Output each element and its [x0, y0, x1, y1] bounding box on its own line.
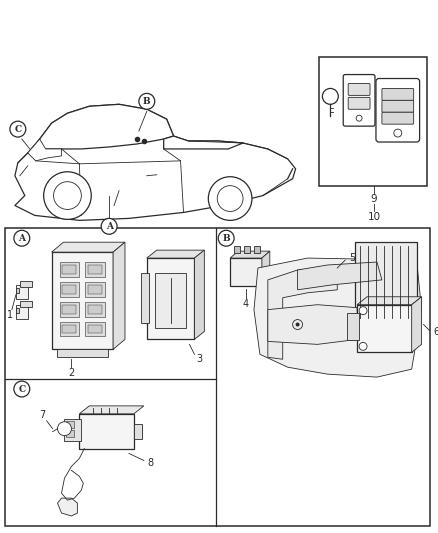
- Polygon shape: [357, 297, 422, 305]
- Bar: [134, 424, 142, 439]
- Circle shape: [101, 219, 117, 235]
- Polygon shape: [268, 305, 357, 344]
- FancyBboxPatch shape: [382, 100, 413, 112]
- Bar: [347, 313, 359, 341]
- Bar: [88, 265, 102, 274]
- Bar: [85, 282, 105, 297]
- Text: 5: 5: [349, 253, 355, 263]
- Circle shape: [208, 177, 252, 220]
- Bar: [85, 321, 105, 336]
- Bar: [88, 305, 102, 313]
- Polygon shape: [262, 251, 270, 286]
- Polygon shape: [412, 297, 422, 352]
- Bar: [60, 282, 79, 297]
- FancyBboxPatch shape: [348, 84, 370, 95]
- Bar: [141, 273, 149, 322]
- Text: 6: 6: [434, 327, 438, 337]
- Polygon shape: [230, 251, 270, 258]
- Circle shape: [57, 422, 71, 435]
- Bar: [20, 281, 32, 287]
- Polygon shape: [32, 104, 173, 149]
- Bar: [319, 56, 427, 185]
- Bar: [60, 302, 79, 317]
- Bar: [355, 242, 417, 321]
- Bar: [88, 325, 102, 334]
- Bar: [147, 258, 194, 340]
- Text: 3: 3: [196, 354, 202, 364]
- Bar: [63, 285, 76, 294]
- Text: A: A: [106, 222, 113, 231]
- Bar: [254, 246, 260, 253]
- Circle shape: [14, 381, 30, 397]
- Circle shape: [359, 306, 367, 314]
- Polygon shape: [57, 498, 78, 516]
- Bar: [60, 321, 79, 336]
- Circle shape: [218, 230, 234, 246]
- Text: 1: 1: [7, 310, 13, 320]
- Circle shape: [296, 322, 300, 327]
- Bar: [85, 262, 105, 277]
- Text: B: B: [223, 234, 230, 243]
- Bar: [155, 273, 187, 327]
- Bar: [16, 285, 28, 298]
- Bar: [16, 305, 28, 319]
- Bar: [60, 262, 79, 277]
- Bar: [20, 301, 32, 306]
- Circle shape: [53, 182, 81, 209]
- Polygon shape: [79, 406, 144, 414]
- Bar: [63, 305, 76, 313]
- Circle shape: [44, 172, 91, 220]
- Bar: [85, 302, 105, 317]
- Text: 4: 4: [243, 298, 249, 309]
- Circle shape: [359, 342, 367, 350]
- Bar: [79, 414, 134, 449]
- Bar: [52, 252, 113, 349]
- Bar: [5, 228, 430, 526]
- Bar: [230, 258, 262, 286]
- Text: 10: 10: [367, 212, 381, 222]
- Bar: [357, 305, 412, 352]
- Bar: [57, 349, 108, 357]
- Bar: [63, 325, 76, 334]
- Polygon shape: [28, 139, 61, 161]
- Polygon shape: [147, 250, 205, 258]
- Bar: [88, 285, 102, 294]
- Text: 9: 9: [371, 193, 377, 204]
- Text: A: A: [18, 234, 25, 243]
- Text: 7: 7: [39, 410, 46, 420]
- Bar: [67, 421, 74, 427]
- Polygon shape: [268, 268, 337, 359]
- Text: C: C: [14, 125, 21, 134]
- Bar: [63, 265, 76, 274]
- FancyBboxPatch shape: [343, 75, 375, 126]
- Bar: [16, 288, 19, 293]
- Polygon shape: [164, 136, 243, 149]
- FancyBboxPatch shape: [348, 98, 370, 109]
- Polygon shape: [297, 262, 382, 290]
- Circle shape: [217, 185, 243, 212]
- FancyBboxPatch shape: [382, 112, 413, 124]
- Bar: [67, 430, 74, 437]
- Circle shape: [10, 121, 26, 137]
- Bar: [16, 308, 19, 313]
- Bar: [234, 246, 240, 253]
- Polygon shape: [52, 242, 125, 252]
- Circle shape: [139, 93, 155, 109]
- Text: 8: 8: [148, 458, 154, 469]
- Polygon shape: [254, 258, 422, 377]
- Polygon shape: [194, 250, 205, 340]
- Polygon shape: [15, 104, 296, 220]
- Bar: [244, 246, 250, 253]
- FancyBboxPatch shape: [376, 78, 420, 142]
- Polygon shape: [113, 242, 125, 349]
- Bar: [64, 419, 81, 441]
- Circle shape: [14, 230, 30, 246]
- Text: B: B: [143, 97, 151, 106]
- Text: C: C: [18, 384, 25, 393]
- FancyBboxPatch shape: [382, 88, 413, 100]
- Text: 2: 2: [68, 368, 74, 378]
